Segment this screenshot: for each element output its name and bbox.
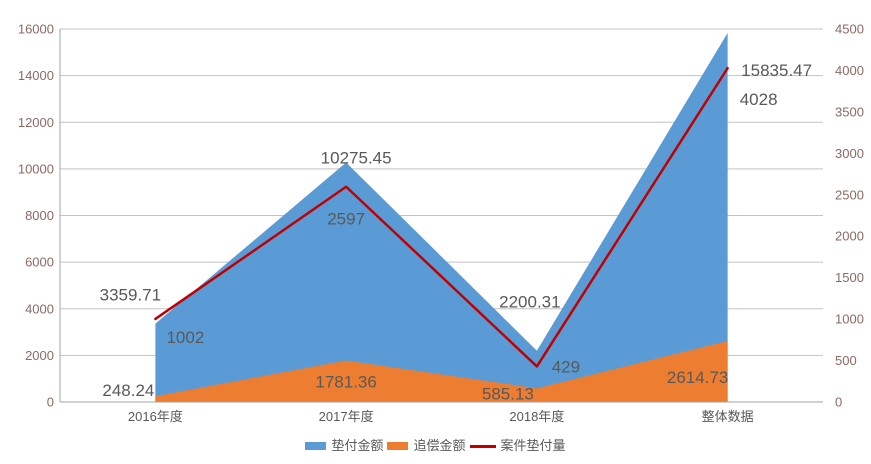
right-axis-tick-label: 500 xyxy=(835,353,857,368)
legend-item-advance-amount: 垫付金额 xyxy=(305,437,383,455)
recovery-amount-area-series xyxy=(155,341,728,402)
data-label: 10275.45 xyxy=(321,148,392,167)
right-axis-tick-label: 1500 xyxy=(835,270,864,285)
legend-swatch-advance-amount xyxy=(305,442,327,450)
left-axis-tick-label: 16000 xyxy=(18,22,54,37)
legend-label-case-volume: 案件垫付量 xyxy=(500,438,566,453)
legend-label-advance-amount: 垫付金额 xyxy=(331,438,384,453)
left-axis-tick-label: 8000 xyxy=(25,208,54,223)
category-label: 2016年度 xyxy=(128,409,183,424)
legend-swatch-case-volume xyxy=(469,444,496,448)
category-label: 2017年度 xyxy=(319,409,374,424)
right-axis-tick-label: 0 xyxy=(835,395,842,410)
data-label: 15835.47 xyxy=(741,61,812,80)
right-axis-tick-label: 3000 xyxy=(835,146,864,161)
advance-amount-area-series xyxy=(155,32,728,403)
right-axis-tick-label: 2500 xyxy=(835,187,864,202)
data-label: 429 xyxy=(552,357,580,376)
left-axis-tick-label: 12000 xyxy=(18,115,54,130)
right-axis-tick-label: 3500 xyxy=(835,104,864,119)
left-axis-tick-label: 6000 xyxy=(25,255,54,270)
data-label: 2597 xyxy=(327,210,365,229)
case-volume-line-series xyxy=(154,66,729,368)
right-axis-tick-label: 2000 xyxy=(835,229,864,244)
right-axis-tick-label: 4000 xyxy=(835,63,864,78)
category-label: 2018年度 xyxy=(509,409,564,424)
legend-item-case-volume: 案件垫付量 xyxy=(469,437,566,455)
left-axis-tick-label: 4000 xyxy=(25,301,54,316)
data-label: 2614.73 xyxy=(667,368,728,387)
data-label: 248.24 xyxy=(102,381,154,400)
legend-item-recovery-amount: 追偿金额 xyxy=(387,437,466,455)
legend-swatch-recovery-amount xyxy=(387,442,409,450)
data-label: 2200.31 xyxy=(499,293,560,312)
right-axis-tick-label: 1000 xyxy=(835,312,864,327)
left-axis-tick-label: 14000 xyxy=(18,68,54,83)
data-label: 1002 xyxy=(166,328,204,347)
data-label: 3359.71 xyxy=(100,286,161,305)
left-axis-tick-label: 10000 xyxy=(18,161,54,176)
right-axis-tick-label: 4500 xyxy=(835,22,864,37)
data-label: 4028 xyxy=(740,90,778,109)
legend-label-recovery-amount: 追偿金额 xyxy=(413,438,466,453)
chart-legend: 垫付金额 追偿金额 案件垫付量 xyxy=(0,435,871,457)
left-axis-tick-label: 2000 xyxy=(25,348,54,363)
left-axis-tick-label: 0 xyxy=(47,395,54,410)
data-label: 585.13 xyxy=(482,384,534,403)
category-label: 整体数据 xyxy=(702,409,754,424)
data-label: 1781.36 xyxy=(315,372,376,391)
